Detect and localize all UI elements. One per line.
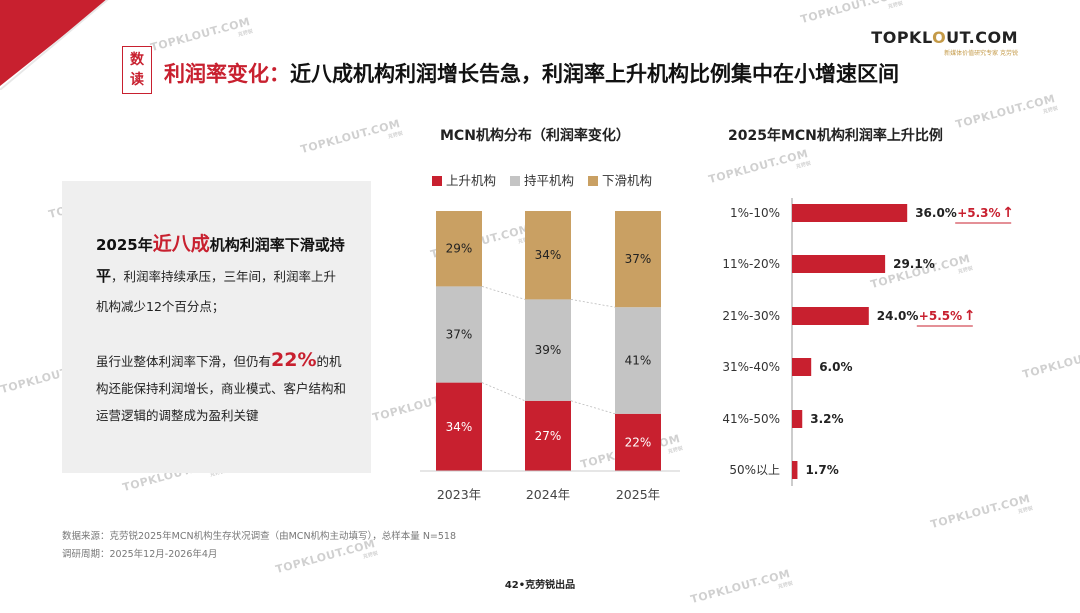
- title-accent: 利润率变化：: [164, 62, 290, 86]
- legend-item-rise: 上升机构: [432, 173, 496, 188]
- brand-logo: TOPKLOUT.COM 新媒体价值研究专家 克劳锐: [871, 28, 1018, 57]
- legend-swatch-rise: [432, 176, 442, 186]
- badge-char-1: 数: [130, 52, 144, 68]
- stacked-bar-label: 34%: [446, 420, 473, 434]
- hbar: [792, 410, 803, 428]
- category-label: 21%-30%: [722, 309, 780, 323]
- category-label: 31%-40%: [722, 360, 780, 374]
- connector-line: [481, 382, 526, 402]
- legend-item-flat: 持平机构: [510, 173, 574, 188]
- x-tick-label: 2025年: [616, 487, 660, 502]
- value-label: 24.0%: [877, 309, 919, 323]
- stacked-bar-label: 39%: [535, 343, 562, 357]
- stacked-bar-chart: 34% 37% 29% 2023年 27% 39% 34% 2024年 22% 41% 37% 202…: [420, 211, 680, 502]
- value-label: 1.7%: [805, 463, 838, 477]
- stacked-chart-title: MCN机构分布（利润率变化）: [440, 128, 630, 144]
- connector-line: [481, 286, 526, 300]
- hbar-chart-title: 2025年MCN机构利润率上升比例: [728, 128, 943, 144]
- legend-label-rise: 上升机构: [446, 173, 497, 188]
- stacked-bar-label: 34%: [535, 248, 562, 262]
- logo-subtitle: 新媒体价值研究专家 克劳锐: [944, 50, 1018, 57]
- stacked-bar-segment: [525, 211, 571, 300]
- stacked-bar-segment: [615, 413, 661, 471]
- growth-annotation: +5.5%: [919, 309, 962, 323]
- category-label: 50%以上: [729, 463, 780, 477]
- hbar: [792, 307, 869, 325]
- summary-highlight-2: 22%: [271, 349, 317, 371]
- category-label: 41%-50%: [722, 412, 780, 426]
- badge-char-2: 读: [130, 72, 144, 88]
- summary-panel: 2025年近八成机构利润率下滑或持平，利润率持续承压，三年间，利润率上升机构减少…: [62, 181, 371, 473]
- hbar: [792, 255, 886, 273]
- summary-rest: ，利润率持续承压，三年间，利润率上升机构减少12个百分点；: [96, 269, 337, 314]
- stacked-bar-segment: [525, 400, 571, 471]
- stacked-bar-segment: [525, 299, 571, 401]
- section-badge: 数 读: [122, 46, 152, 94]
- growth-annotation: +5.3%: [957, 206, 1000, 220]
- growth-arrow-icon: ↑: [964, 308, 976, 324]
- source-text: 数据来源：克劳锐2025年MCN机构生存状况调查（由MCN机构主动填写），总样本…: [62, 531, 457, 542]
- growth-arrow-icon: ↑: [1002, 205, 1014, 221]
- legend-swatch-flat: [510, 176, 520, 186]
- stacked-bar-label: 29%: [446, 242, 473, 256]
- logo-part-b: UT.COM: [946, 28, 1018, 47]
- legend-item-decline: 下滑机构: [588, 173, 652, 188]
- summary-p2-b: 的机构还能保持利润增长，商业模式、客户结构和运营逻辑的调整成为盈利关键: [96, 354, 347, 423]
- legend-label-flat: 持平机构: [524, 173, 575, 188]
- page-title: 利润率变化：近八成机构利润增长告急，利润率上升机构比例集中在小增速区间: [164, 58, 899, 88]
- connector-line: [570, 400, 616, 415]
- stacked-bar-label: 27%: [535, 429, 562, 443]
- summary-year: 2025年: [96, 236, 153, 254]
- stacked-bar-label: 22%: [625, 435, 652, 449]
- page-number: 42•克劳锐出品: [504, 580, 576, 591]
- period-text: 调研周期：2025年12月-2026年4月: [62, 549, 218, 560]
- value-label: 3.2%: [810, 412, 843, 426]
- summary-highlight-1: 近八成: [152, 233, 210, 255]
- title-main: 近八成机构利润增长告急，利润率上升机构比例集中在小增速区间: [290, 62, 899, 86]
- footer-source: 数据来源：克劳锐2025年MCN机构生存状况调查（由MCN机构主动填写），总样本…: [62, 528, 456, 564]
- category-label: 1%-10%: [730, 206, 780, 220]
- stacked-bar-segment: [615, 211, 661, 308]
- logo-part-a: TOPKL: [871, 28, 933, 47]
- logo-text: TOPKLOUT.COM: [871, 28, 1018, 47]
- value-label: 36.0%: [915, 206, 957, 220]
- value-label: 29.1%: [893, 257, 935, 271]
- summary-bold: 机构利润率下滑或持平: [96, 236, 345, 285]
- stacked-chart-legend: 上升机构 持平机构 下滑机构: [432, 170, 662, 189]
- stacked-bar-segment: [436, 286, 482, 383]
- stacked-bar-segment: [615, 307, 661, 414]
- x-tick-label: 2023年: [437, 487, 481, 502]
- legend-swatch-decline: [588, 176, 598, 186]
- value-label: 6.0%: [819, 360, 852, 374]
- stacked-bar-label: 41%: [625, 354, 652, 368]
- hbar: [792, 358, 812, 376]
- stacked-bar-label: 37%: [446, 328, 473, 342]
- stacked-bar-segment: [436, 382, 482, 471]
- hbar: [792, 461, 798, 479]
- logo-part-o: O: [932, 28, 947, 47]
- legend-label-decline: 下滑机构: [602, 173, 653, 188]
- x-tick-label: 2024年: [526, 487, 570, 502]
- summary-paragraph-2: 虽行业整体利润率下滑，但仍有22%的机构还能保持利润增长，商业模式、客户结构和运…: [96, 347, 351, 429]
- stacked-bar-label: 37%: [625, 252, 652, 266]
- summary-p2-a: 虽行业整体利润率下滑，但仍有: [96, 354, 272, 369]
- horizontal-bar-chart: 1%-10% 36.0% +5.3% ↑11%-20% 29.1%21%-30% 24.0…: [722, 198, 1014, 486]
- connector-line: [570, 299, 616, 308]
- hbar: [792, 204, 908, 222]
- category-label: 11%-20%: [722, 257, 780, 271]
- stacked-bar-segment: [436, 211, 482, 287]
- summary-paragraph-1: 2025年近八成机构利润率下滑或持平，利润率持续承压，三年间，利润率上升机构减少…: [96, 229, 346, 322]
